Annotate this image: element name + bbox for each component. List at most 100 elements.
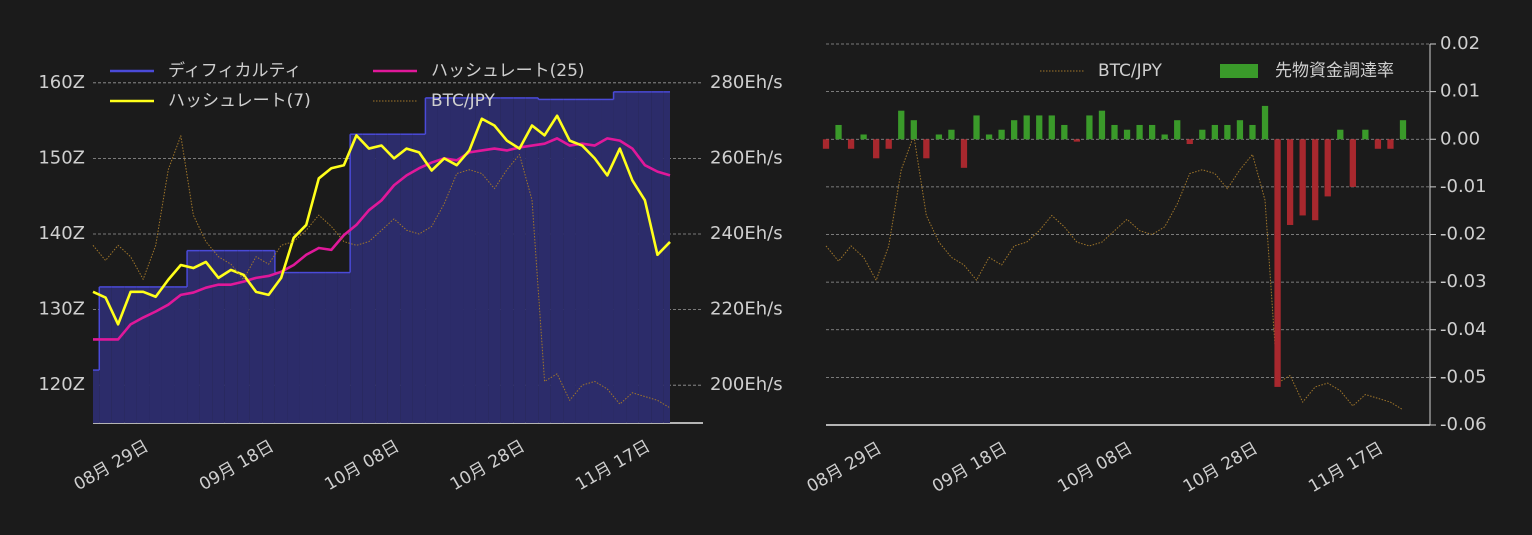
area-segment (375, 134, 388, 423)
area-segment (563, 99, 576, 423)
y-tick-label: 280Eh/s (710, 72, 783, 93)
area-segment (412, 134, 426, 423)
area-segment (638, 91, 652, 423)
legend-label: ハッシュレート(25) (431, 61, 585, 81)
y-tick-label: 0.02 (1440, 33, 1480, 54)
bar (935, 134, 943, 140)
bar (1286, 139, 1294, 225)
area-segment (199, 250, 213, 423)
area-segment (601, 99, 614, 423)
bar (835, 124, 842, 140)
x-tick-label: 09月 18日 (929, 438, 1011, 497)
area-segment (99, 286, 112, 423)
area-segment (626, 91, 639, 423)
bar (973, 115, 980, 140)
y-tick-label: 0.00 (1440, 128, 1480, 149)
area-segment (588, 99, 602, 423)
bar (998, 129, 1005, 140)
bar (860, 134, 867, 140)
bar (1136, 124, 1143, 140)
bar (1324, 139, 1331, 197)
bar (1374, 139, 1382, 149)
area-segment (174, 286, 188, 423)
y-tick-label: -0.02 (1440, 224, 1487, 245)
area-segment (274, 272, 288, 423)
area-segment (149, 286, 162, 423)
bar (1023, 115, 1030, 140)
area-segment (111, 286, 125, 423)
bar (1399, 120, 1407, 140)
y-tick-label: -0.06 (1440, 414, 1487, 435)
bar (1174, 120, 1181, 140)
y-tick-label: 220Eh/s (710, 299, 783, 320)
bar (1224, 124, 1231, 140)
area-segment (350, 134, 363, 423)
x-tick-label: 11月 17日 (1305, 438, 1387, 497)
y-tick-label: 160Z (38, 72, 85, 93)
x-tick-label: 10月 08日 (1054, 438, 1136, 497)
bar (1186, 139, 1193, 145)
y-tick-label: -0.01 (1440, 176, 1487, 197)
bar (1387, 139, 1394, 149)
bar (1086, 115, 1093, 140)
legend-label: BTC/JPY (1098, 61, 1163, 81)
x-tick-label: 08月 29日 (71, 436, 153, 495)
bar (1123, 129, 1131, 140)
bar (822, 139, 830, 149)
bar (1011, 120, 1018, 140)
bar (1061, 124, 1068, 140)
series-line (92, 114, 671, 326)
bar (1098, 110, 1106, 140)
area-segment (299, 272, 313, 423)
bar (1036, 115, 1043, 140)
y-tick-label: 240Eh/s (710, 223, 783, 244)
area-segment (400, 134, 413, 423)
series-line (93, 137, 671, 341)
y-tick-label: -0.05 (1440, 366, 1487, 387)
area-segment (513, 97, 526, 424)
area-segment (337, 272, 351, 423)
x-tick-label: 08月 29日 (804, 438, 886, 497)
bar (1199, 129, 1206, 140)
area-segment (136, 286, 150, 423)
area-segment (93, 370, 100, 423)
x-tick-label: 11月 17日 (572, 436, 654, 495)
area-segment (237, 250, 250, 423)
area-segment (425, 97, 438, 424)
series-line (92, 135, 671, 409)
bar (1048, 115, 1055, 140)
bar (1349, 139, 1356, 187)
y-tick-label: -0.04 (1440, 319, 1487, 340)
bar (1312, 139, 1319, 221)
area-segment (187, 250, 200, 423)
bar (1111, 124, 1118, 140)
legend-label: 先物資金調達率 (1275, 61, 1394, 81)
area-segment (463, 97, 476, 424)
bar (885, 139, 892, 149)
area-segment (362, 134, 376, 423)
legend-label: ハッシュレート(7) (168, 91, 311, 111)
y-tick-label: 120Z (38, 374, 85, 395)
y-tick-label: -0.03 (1440, 271, 1487, 292)
y-tick-label: 130Z (38, 299, 85, 320)
bar (847, 139, 855, 149)
legend-label: BTC/JPY (431, 91, 496, 111)
bar (1261, 105, 1269, 140)
area-segment (488, 97, 501, 424)
area-segment (500, 97, 514, 424)
area-segment (212, 250, 225, 423)
y-tick-label: 260Eh/s (710, 147, 783, 168)
area-segment (437, 97, 451, 424)
bar (1299, 139, 1306, 216)
area-segment (525, 97, 539, 424)
bar (985, 134, 993, 140)
area-segment (450, 97, 464, 424)
bar (960, 139, 968, 168)
x-tick-label: 10月 28日 (1180, 438, 1262, 497)
bar (1236, 120, 1244, 140)
bar (1161, 134, 1168, 140)
area-segment (550, 99, 564, 423)
y-tick-label: 200Eh/s (710, 374, 783, 395)
